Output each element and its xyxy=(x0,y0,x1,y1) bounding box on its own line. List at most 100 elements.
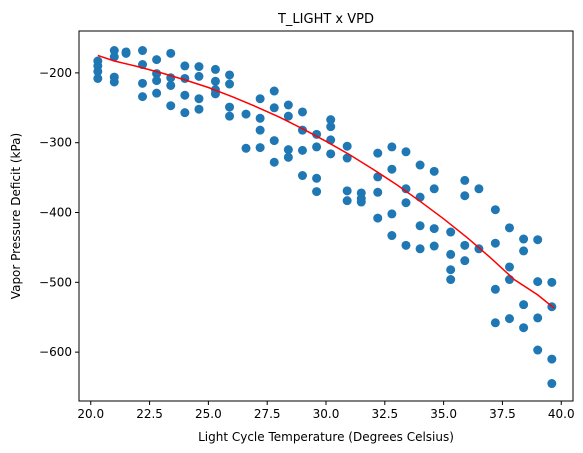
data-point xyxy=(312,142,322,152)
data-point xyxy=(152,88,162,98)
data-point xyxy=(283,152,293,162)
data-point xyxy=(504,262,514,272)
data-point xyxy=(415,244,425,254)
data-point xyxy=(429,184,439,194)
data-point xyxy=(194,104,204,114)
data-point xyxy=(490,284,500,294)
x-tick-label: 37.5 xyxy=(489,407,516,421)
data-point xyxy=(533,235,543,245)
data-point xyxy=(474,184,484,194)
data-point xyxy=(255,94,265,104)
data-point xyxy=(269,103,279,113)
data-point xyxy=(387,231,397,241)
data-point xyxy=(415,160,425,170)
data-point xyxy=(241,109,251,119)
data-point xyxy=(387,209,397,219)
data-point xyxy=(109,46,119,56)
data-point xyxy=(283,111,293,121)
data-point xyxy=(519,323,529,333)
data-point xyxy=(152,55,162,65)
x-axis: 20.0 22.5 25.0 27.5 30.0 32.5 35.0 37.5 40.0 xyxy=(77,401,575,421)
data-point xyxy=(152,76,162,86)
data-point xyxy=(166,80,176,90)
data-point xyxy=(312,187,322,197)
data-point xyxy=(490,205,500,215)
data-point xyxy=(373,187,383,197)
data-point xyxy=(312,173,322,183)
data-point xyxy=(121,48,131,58)
data-point xyxy=(373,148,383,158)
data-point xyxy=(415,192,425,202)
data-point xyxy=(283,100,293,110)
chart-title: T_LIGHT x VPD xyxy=(277,12,374,27)
data-point xyxy=(297,171,307,181)
data-point xyxy=(166,48,176,58)
data-point xyxy=(504,314,514,324)
data-point xyxy=(387,142,397,152)
data-point xyxy=(446,265,456,275)
data-point xyxy=(225,70,235,80)
x-tick-label: 30.0 xyxy=(313,407,340,421)
data-point xyxy=(255,143,265,153)
data-point xyxy=(446,275,456,285)
data-point xyxy=(401,240,411,250)
data-point xyxy=(255,113,265,123)
data-point xyxy=(356,197,366,207)
data-point xyxy=(519,246,529,256)
data-point xyxy=(269,86,279,96)
data-point xyxy=(326,122,336,132)
y-axis: −200 −300 −400 −500 −600 xyxy=(39,66,79,359)
data-point xyxy=(533,345,543,355)
data-point xyxy=(225,102,235,112)
data-point xyxy=(210,64,220,74)
data-point xyxy=(446,249,456,259)
data-point xyxy=(415,221,425,231)
data-point xyxy=(519,234,529,244)
data-point xyxy=(312,129,322,139)
data-point xyxy=(342,141,352,151)
data-point xyxy=(401,184,411,194)
data-point xyxy=(342,153,352,163)
data-point xyxy=(490,318,500,328)
data-point xyxy=(387,164,397,174)
data-point xyxy=(194,62,204,72)
data-point xyxy=(401,147,411,157)
data-point xyxy=(504,223,514,233)
y-axis-label: Vapor Pressure Deficit (kPa) xyxy=(9,133,23,299)
data-point xyxy=(109,52,119,62)
x-axis-label: Light Cycle Temperature (Degrees Celsius… xyxy=(198,430,454,444)
scatter-series xyxy=(93,46,557,389)
x-tick-label: 27.5 xyxy=(254,407,281,421)
x-tick-label: 20.0 xyxy=(77,407,104,421)
trend-line xyxy=(97,54,555,309)
data-point xyxy=(194,71,204,81)
data-point xyxy=(255,125,265,135)
trend-series xyxy=(97,54,555,309)
data-point xyxy=(241,143,251,153)
y-tick-label: −300 xyxy=(39,136,72,150)
data-point xyxy=(297,107,307,117)
x-tick-label: 25.0 xyxy=(195,407,222,421)
data-point xyxy=(225,111,235,121)
data-point xyxy=(547,277,557,287)
data-point xyxy=(460,175,470,185)
y-tick-label: −600 xyxy=(39,345,72,359)
data-point xyxy=(490,238,500,248)
plot-frame xyxy=(78,30,574,402)
data-point xyxy=(225,79,235,89)
data-point xyxy=(504,275,514,285)
data-point xyxy=(519,300,529,310)
data-point xyxy=(283,145,293,155)
data-point xyxy=(138,92,148,102)
data-point xyxy=(269,157,279,167)
data-point xyxy=(342,196,352,206)
data-point xyxy=(210,76,220,86)
data-point xyxy=(180,90,190,100)
data-point xyxy=(460,191,470,201)
data-point xyxy=(326,115,336,125)
data-point xyxy=(326,135,336,145)
data-point xyxy=(429,241,439,251)
data-point xyxy=(547,354,557,364)
data-point xyxy=(446,227,456,237)
x-tick-label: 40.0 xyxy=(548,407,575,421)
